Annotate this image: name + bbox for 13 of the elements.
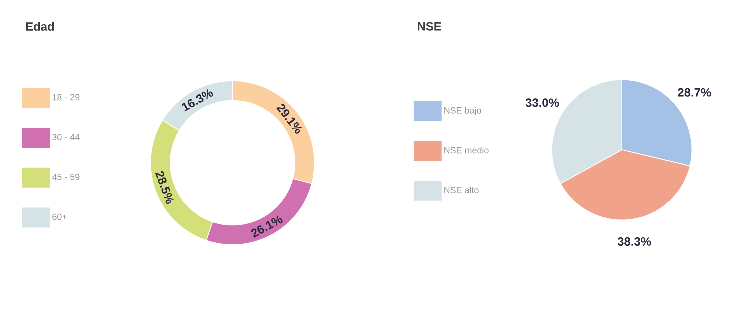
legend-label: NSE alto [444,186,479,194]
data-label: 33.0% [526,98,560,108]
data-label: 38.3% [618,237,652,246]
chart-title: Edad [26,22,54,31]
legend-label: NSE medio [444,147,489,154]
chart-title: NSE [418,22,442,31]
data-label: 28.5% [155,171,174,204]
legend-label: 45 - 59 [52,174,80,180]
legend-label: 30 - 44 [52,134,80,141]
legend-label: NSE bajo [444,107,482,116]
legend-label: 18 - 29 [52,94,80,101]
legend-label: 60+ [52,214,67,220]
data-label: 28.7% [678,88,712,97]
